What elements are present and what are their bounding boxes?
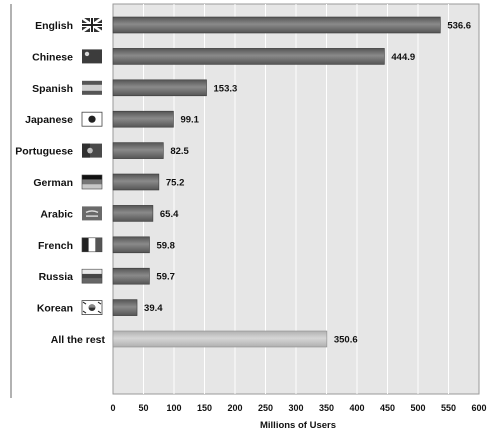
bar: [112, 299, 138, 316]
portugal-flag-icon: [82, 143, 102, 158]
category-label: Chinese: [32, 51, 73, 63]
france-flag-icon: [81, 237, 103, 253]
category-label: All the rest: [51, 334, 106, 346]
x-tick-label: 350: [319, 403, 334, 413]
data-label: 444.9: [391, 52, 415, 63]
data-label: 65.4: [160, 209, 179, 220]
x-tick-label: 400: [349, 403, 364, 413]
category-label: Arabic: [40, 208, 73, 220]
bar: [112, 16, 441, 34]
x-tick-label: 300: [288, 403, 303, 413]
category-label: Portuguese: [15, 146, 73, 158]
category-label: Japanese: [25, 114, 73, 126]
uk-flag-icon: [81, 16, 103, 34]
x-axis-title: Millions of Users: [260, 420, 336, 431]
arabic-flag-icon: [82, 206, 102, 221]
category-label: French: [38, 240, 73, 252]
data-label: 536.6: [447, 21, 471, 32]
x-tick-label: 600: [471, 403, 486, 413]
germany-flag-icon: [81, 174, 103, 190]
bar: [112, 205, 154, 222]
spain-flag-icon: [82, 80, 102, 95]
bar: [112, 267, 150, 285]
bar: [112, 110, 174, 128]
data-label: 59.7: [156, 272, 175, 283]
category-label: English: [35, 20, 73, 32]
category-label: Russia: [39, 271, 74, 283]
x-tick-label: 500: [410, 403, 425, 413]
x-tick-label: 100: [166, 403, 181, 413]
data-label: 82.5: [170, 146, 189, 157]
category-label: German: [33, 177, 73, 189]
bar: [112, 236, 150, 254]
data-label: 153.3: [214, 83, 238, 94]
x-tick-label: 250: [258, 403, 273, 413]
data-label: 350.6: [334, 335, 358, 346]
category-label: Spanish: [32, 83, 73, 95]
category-label: Korean: [37, 303, 73, 315]
data-label: 39.4: [144, 303, 163, 314]
china-flag-icon: [82, 49, 102, 64]
x-tick-label: 50: [138, 403, 148, 413]
bar: [112, 173, 160, 191]
x-tick-label: 450: [380, 403, 395, 413]
x-tick-label: 550: [441, 403, 456, 413]
bar: [112, 330, 328, 348]
x-tick-label: 200: [227, 403, 242, 413]
korea-flag-icon: [81, 300, 103, 316]
russia-flag-icon: [81, 268, 103, 284]
bar: [112, 48, 385, 65]
bar: [112, 79, 207, 97]
x-tick-label: 150: [197, 403, 212, 413]
data-label: 59.8: [156, 240, 175, 251]
data-label: 99.1: [180, 115, 199, 126]
japan-flag-icon: [81, 111, 103, 127]
data-label: 75.2: [166, 178, 185, 189]
x-tick-label: 0: [110, 403, 115, 413]
bar: [112, 142, 164, 159]
